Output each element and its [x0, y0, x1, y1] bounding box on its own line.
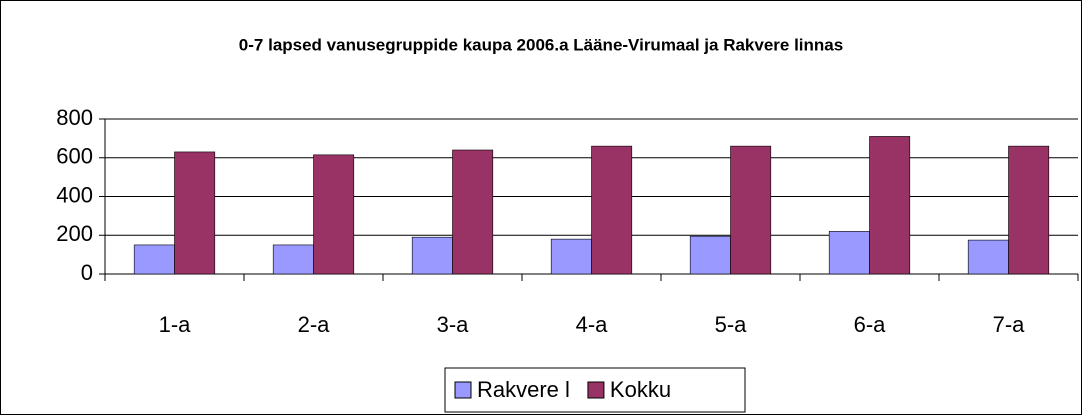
x-tick-label: 2-a: [298, 312, 331, 337]
bar: [869, 136, 911, 275]
bar: [1008, 145, 1050, 275]
y-tick-label: 200: [56, 221, 93, 246]
x-tick-label: 1-a: [159, 312, 192, 337]
y-tick-label: 800: [56, 105, 93, 130]
y-tick-label: 0: [81, 260, 93, 285]
bar: [730, 145, 772, 275]
x-tick-label: 3-a: [437, 312, 470, 337]
legend-label: Rakvere l: [477, 377, 570, 402]
bar: [967, 239, 1009, 275]
y-tick-label: 600: [56, 144, 93, 169]
bar: [133, 244, 175, 275]
bar: [689, 235, 731, 275]
bar: [550, 238, 592, 275]
x-tick-label: 6-a: [854, 312, 887, 337]
legend-swatch: [587, 381, 605, 399]
chart-title: 0-7 lapsed vanusegruppide kaupa 2006.a L…: [239, 35, 843, 54]
legend-swatch: [454, 381, 472, 399]
bar: [452, 149, 494, 275]
bar: [411, 236, 453, 275]
bar: [828, 231, 870, 275]
legend-label: Kokku: [610, 377, 671, 402]
y-tick-label: 400: [56, 182, 93, 207]
bar: [591, 145, 633, 275]
x-tick-label: 7-a: [993, 312, 1026, 337]
x-tick-label: 4-a: [576, 312, 609, 337]
bar: [174, 151, 216, 275]
bar: [272, 244, 314, 275]
x-tick-label: 5-a: [715, 312, 748, 337]
bar: [313, 154, 355, 275]
